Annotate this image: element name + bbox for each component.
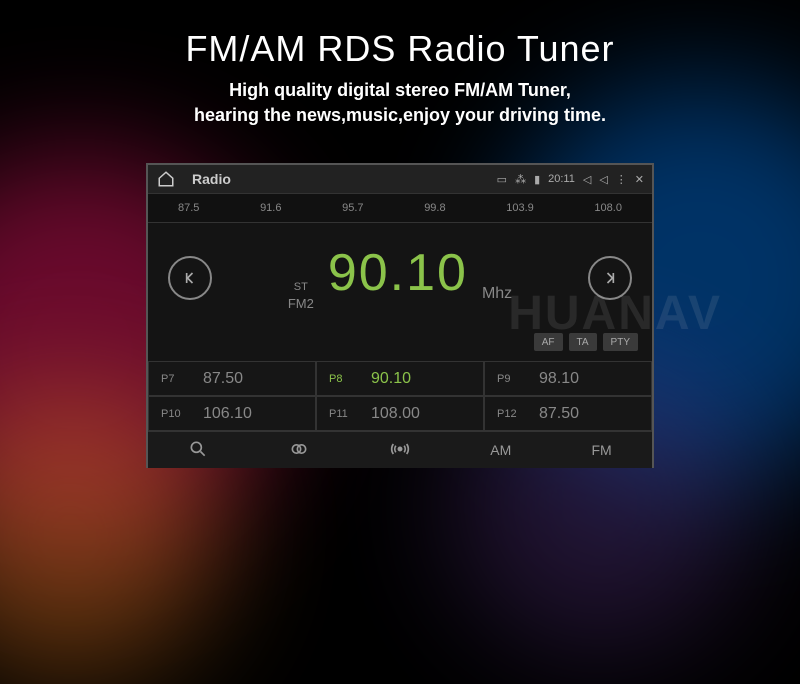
preset-num: P10 (161, 408, 185, 420)
scale-tick: 103.9 (506, 202, 534, 214)
preset-freq: 90.10 (371, 370, 411, 388)
bluetooth-icon: ⁂ (515, 173, 526, 186)
preset-freq: 98.10 (539, 370, 579, 388)
scale-tick: 108.0 (594, 202, 622, 214)
scale-tick: 91.6 (260, 202, 281, 214)
home-icon[interactable] (156, 169, 176, 189)
preset-freq: 108.00 (371, 405, 420, 423)
af-badge[interactable]: AF (534, 333, 563, 351)
preset-button[interactable]: P10 106.10 (148, 396, 316, 431)
status-bar: Radio ▭ ⁂ ▮ 20:11 ◁ ◁ ⋮ ✕ (148, 165, 652, 193)
ta-badge[interactable]: TA (569, 333, 597, 351)
frequency-unit: Mhz (482, 285, 512, 303)
scale-tick: 95.7 (342, 202, 363, 214)
close-icon[interactable]: ✕ (635, 173, 644, 186)
preset-num: P9 (497, 373, 521, 385)
preset-button[interactable]: P7 87.50 (148, 361, 316, 396)
scale-tick: 87.5 (178, 202, 199, 214)
search-button[interactable] (148, 439, 249, 462)
tuner-display: ST FM2 90.10 Mhz HUANAV (148, 223, 652, 333)
menu-icon[interactable]: ⋮ (616, 173, 627, 186)
rds-badges: AF TA PTY (148, 333, 652, 361)
preset-button[interactable]: P12 87.50 (484, 396, 652, 431)
back-icon[interactable]: ◁ (599, 173, 607, 186)
stereo-button[interactable] (249, 439, 350, 462)
preset-num: P12 (497, 408, 521, 420)
preset-freq: 87.50 (203, 370, 243, 388)
band-label: FM2 (288, 295, 314, 313)
scale-tick: 99.8 (424, 202, 445, 214)
promo-subtitle: High quality digital stereo FM/AM Tuner,… (0, 78, 800, 128)
broadcast-button[interactable] (350, 439, 451, 462)
seek-prev-button[interactable] (168, 256, 212, 300)
promo-header: FM/AM RDS Radio Tuner High quality digit… (0, 0, 800, 128)
promo-title: FM/AM RDS Radio Tuner (0, 28, 800, 70)
preset-num: P11 (329, 408, 353, 420)
fm-button[interactable]: FM (551, 442, 652, 458)
frequency-value: 90.10 (328, 243, 468, 303)
app-label: Radio (192, 171, 231, 187)
clock: 20:11 (548, 173, 575, 185)
radio-screen: Radio ▭ ⁂ ▮ 20:11 ◁ ◁ ⋮ ✕ 87.5 91.6 95.7… (146, 163, 654, 468)
preset-num: P7 (161, 373, 185, 385)
mute-icon[interactable]: ◁ (583, 173, 591, 186)
preset-freq: 87.50 (539, 405, 579, 423)
stereo-label: ST (288, 280, 314, 295)
preset-button[interactable]: P8 90.10 (316, 361, 484, 396)
bottom-bar: AM FM (148, 431, 652, 468)
band-info[interactable]: ST FM2 (288, 280, 314, 314)
am-button[interactable]: AM (450, 442, 551, 458)
preset-num: P8 (329, 373, 353, 385)
preset-grid: P7 87.50 P8 90.10 P9 98.10 P10 106.10 P1… (148, 361, 652, 431)
preset-freq: 106.10 (203, 405, 252, 423)
preset-button[interactable]: P11 108.00 (316, 396, 484, 431)
preset-button[interactable]: P9 98.10 (484, 361, 652, 396)
pty-badge[interactable]: PTY (603, 333, 638, 351)
frequency-scale[interactable]: 87.5 91.6 95.7 99.8 103.9 108.0 (148, 193, 652, 223)
recent-icon[interactable]: ▭ (497, 173, 507, 186)
signal-icon: ▮ (534, 173, 540, 186)
seek-next-button[interactable] (588, 256, 632, 300)
